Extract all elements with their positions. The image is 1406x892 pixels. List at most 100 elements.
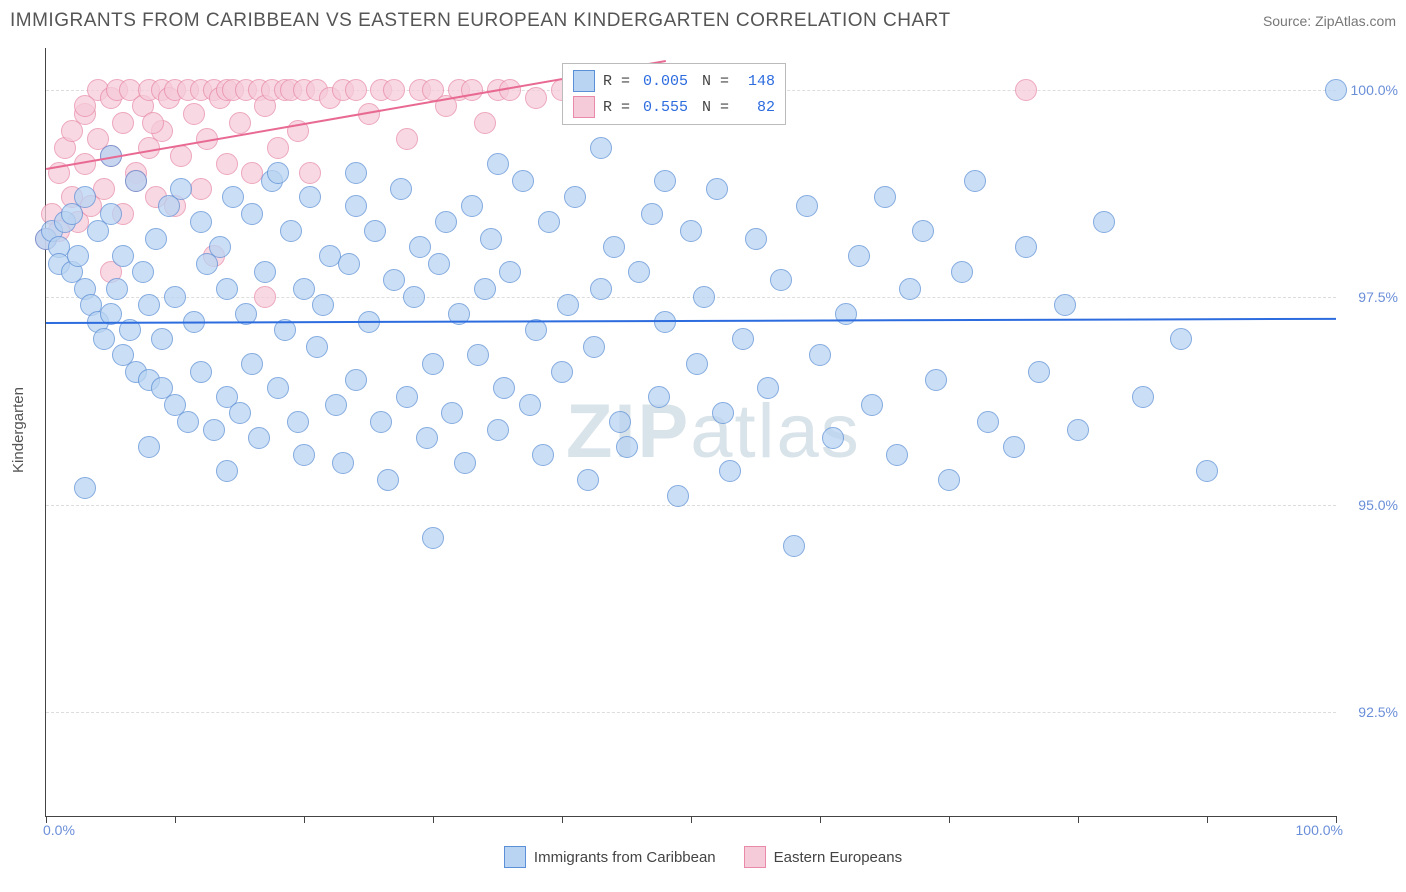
- data-point-eastern: [216, 153, 238, 175]
- data-point-caribbean: [1132, 386, 1154, 408]
- legend-stats: R =0.005N =148R =0.555N = 82: [562, 63, 786, 125]
- data-point-caribbean: [693, 286, 715, 308]
- data-point-caribbean: [525, 319, 547, 341]
- data-point-caribbean: [951, 261, 973, 283]
- data-point-caribbean: [203, 419, 225, 441]
- data-point-caribbean: [441, 402, 463, 424]
- data-point-caribbean: [719, 460, 741, 482]
- data-point-caribbean: [487, 153, 509, 175]
- data-point-caribbean: [112, 245, 134, 267]
- data-point-eastern: [345, 79, 367, 101]
- data-point-caribbean: [603, 236, 625, 258]
- data-point-caribbean: [132, 261, 154, 283]
- data-point-caribbean: [254, 261, 276, 283]
- data-point-caribbean: [151, 328, 173, 350]
- data-point-caribbean: [512, 170, 534, 192]
- data-point-caribbean: [1015, 236, 1037, 258]
- x-tick-100: 100.0%: [1296, 822, 1343, 838]
- data-point-caribbean: [190, 211, 212, 233]
- y-tick-label: 92.5%: [1358, 704, 1398, 720]
- data-point-caribbean: [1028, 361, 1050, 383]
- legend-R-label: R =: [603, 73, 630, 90]
- data-point-caribbean: [74, 477, 96, 499]
- data-point-caribbean: [538, 211, 560, 233]
- data-point-caribbean: [654, 170, 676, 192]
- data-point-caribbean: [474, 278, 496, 300]
- data-point-eastern: [474, 112, 496, 134]
- data-point-eastern: [170, 145, 192, 167]
- data-point-eastern: [112, 112, 134, 134]
- data-point-caribbean: [467, 344, 489, 366]
- data-point-caribbean: [190, 361, 212, 383]
- y-tick-label: 97.5%: [1358, 289, 1398, 305]
- data-point-caribbean: [390, 178, 412, 200]
- data-point-caribbean: [925, 369, 947, 391]
- data-point-caribbean: [609, 411, 631, 433]
- data-point-caribbean: [93, 328, 115, 350]
- data-point-caribbean: [1196, 460, 1218, 482]
- data-point-caribbean: [964, 170, 986, 192]
- data-point-caribbean: [396, 386, 418, 408]
- data-point-caribbean: [583, 336, 605, 358]
- data-point-caribbean: [248, 427, 270, 449]
- data-point-caribbean: [590, 137, 612, 159]
- data-point-caribbean: [1093, 211, 1115, 233]
- data-point-caribbean: [409, 236, 431, 258]
- watermark: ZIPatlas: [566, 388, 861, 475]
- data-point-caribbean: [480, 228, 502, 250]
- data-point-caribbean: [345, 369, 367, 391]
- x-tick: [949, 816, 950, 823]
- data-point-caribbean: [229, 402, 251, 424]
- data-point-caribbean: [338, 253, 360, 275]
- data-point-caribbean: [1003, 436, 1025, 458]
- data-point-caribbean: [377, 469, 399, 491]
- data-point-eastern: [190, 178, 212, 200]
- data-point-caribbean: [809, 344, 831, 366]
- legend-swatch: [504, 846, 526, 868]
- data-point-caribbean: [686, 353, 708, 375]
- legend-N-label: N =: [702, 99, 729, 116]
- x-tick: [820, 816, 821, 823]
- data-point-caribbean: [67, 245, 89, 267]
- data-point-caribbean: [822, 427, 844, 449]
- data-point-caribbean: [280, 220, 302, 242]
- legend-item: Eastern Europeans: [744, 846, 902, 868]
- data-point-caribbean: [345, 162, 367, 184]
- gridline: [46, 712, 1336, 713]
- y-axis-label: Kindergarten: [10, 387, 27, 473]
- chart-header: IMMIGRANTS FROM CARIBBEAN VS EASTERN EUR…: [0, 0, 1406, 42]
- gridline: [46, 505, 1336, 506]
- data-point-caribbean: [757, 377, 779, 399]
- data-point-caribbean: [138, 436, 160, 458]
- data-point-caribbean: [1067, 419, 1089, 441]
- legend-swatch: [573, 70, 595, 92]
- legend-swatch: [744, 846, 766, 868]
- data-point-caribbean: [551, 361, 573, 383]
- data-point-caribbean: [177, 411, 199, 433]
- data-point-caribbean: [899, 278, 921, 300]
- data-point-caribbean: [557, 294, 579, 316]
- data-point-caribbean: [461, 195, 483, 217]
- data-point-caribbean: [306, 336, 328, 358]
- data-point-caribbean: [216, 460, 238, 482]
- data-point-caribbean: [325, 394, 347, 416]
- data-point-caribbean: [977, 411, 999, 433]
- x-tick: [433, 816, 434, 823]
- data-point-caribbean: [487, 419, 509, 441]
- legend-R-label: R =: [603, 99, 630, 116]
- data-point-caribbean: [796, 195, 818, 217]
- data-point-caribbean: [422, 527, 444, 549]
- legend-stats-row: R =0.005N =148: [573, 68, 775, 94]
- data-point-caribbean: [1054, 294, 1076, 316]
- data-point-caribbean: [403, 286, 425, 308]
- x-tick: [175, 816, 176, 823]
- data-point-caribbean: [267, 162, 289, 184]
- data-point-eastern: [74, 95, 96, 117]
- data-point-caribbean: [74, 186, 96, 208]
- data-point-caribbean: [628, 261, 650, 283]
- chart-title: IMMIGRANTS FROM CARIBBEAN VS EASTERN EUR…: [10, 10, 951, 32]
- data-point-caribbean: [209, 236, 231, 258]
- data-point-caribbean: [170, 178, 192, 200]
- data-point-caribbean: [293, 278, 315, 300]
- data-point-eastern: [142, 112, 164, 134]
